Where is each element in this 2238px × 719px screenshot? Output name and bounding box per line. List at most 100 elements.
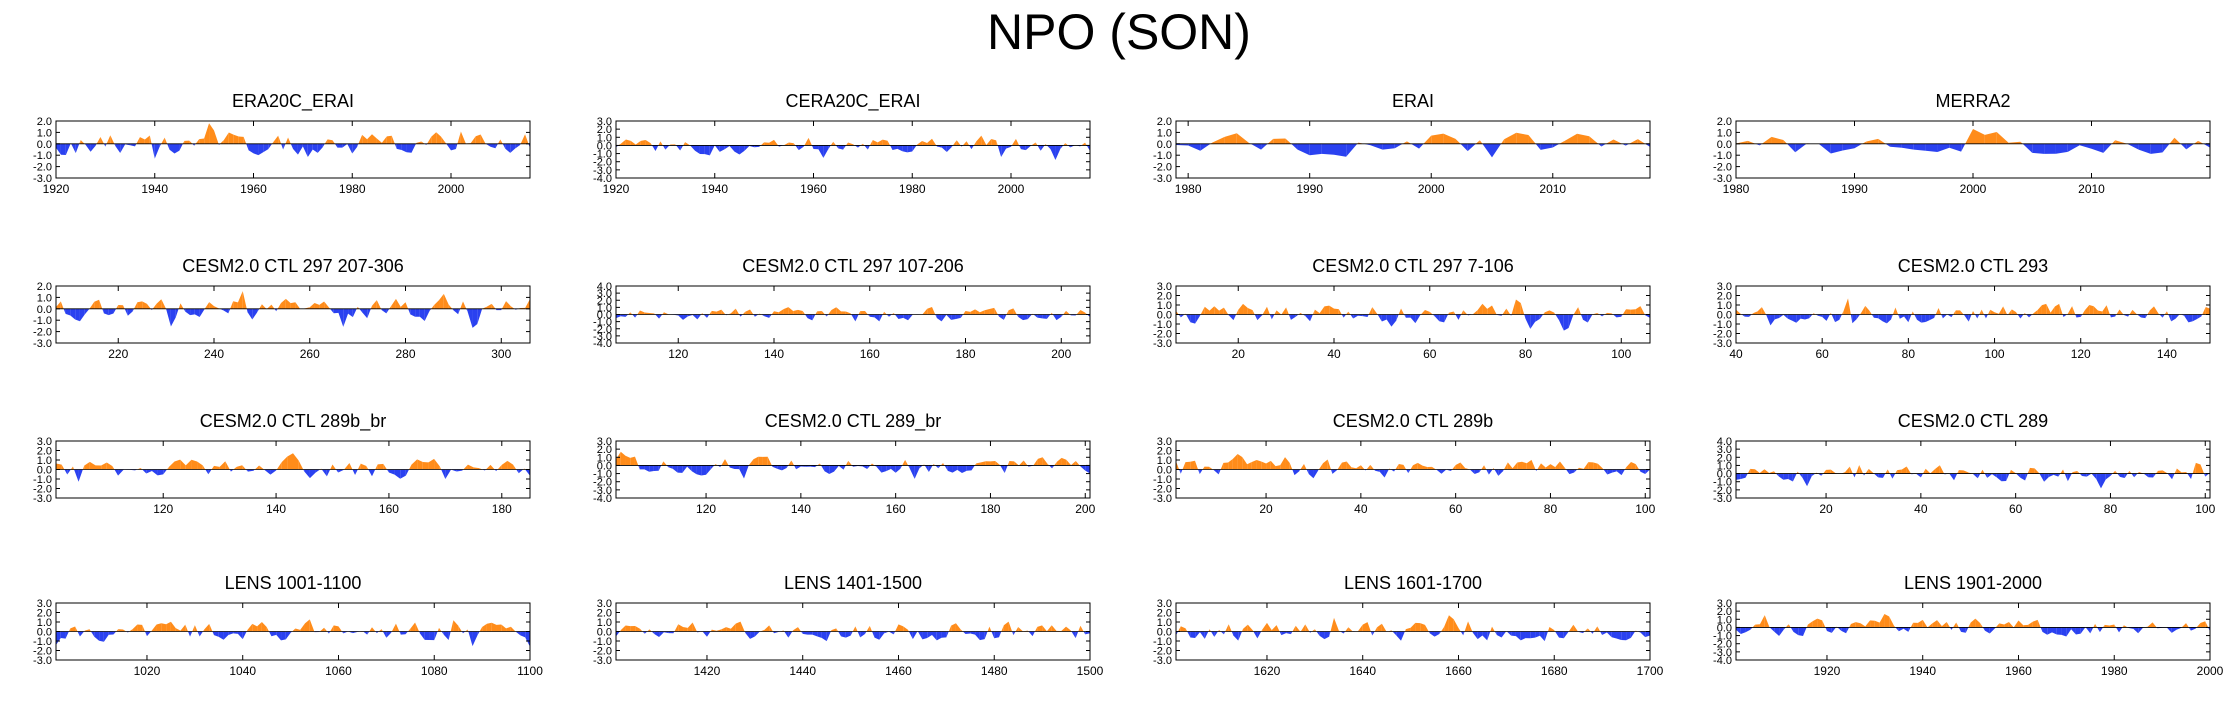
negative-area (1645, 469, 1650, 475)
negative-area (1033, 314, 1038, 318)
positive-area (95, 465, 102, 470)
positive-area (292, 628, 296, 632)
positive-area (2008, 141, 2021, 144)
negative-area (1982, 627, 1985, 631)
positive-area (1994, 312, 1999, 315)
negative-area (434, 631, 438, 641)
negative-area (769, 314, 772, 318)
positive-area (616, 451, 621, 466)
negative-area (60, 631, 66, 639)
negative-area (2127, 143, 2139, 150)
positive-area (2018, 620, 2024, 628)
negative-area (838, 465, 844, 470)
positive-area (630, 456, 635, 466)
positive-area (750, 309, 754, 315)
negative-area (65, 308, 71, 316)
negative-area (1798, 627, 1804, 636)
negative-area (2171, 314, 2176, 322)
positive-area (362, 134, 368, 144)
negative-area (703, 314, 707, 318)
positive-area (1939, 465, 1945, 474)
panel-cesm-289-br: CESM2.0 CTL 289_br 3.0 2.0 1.0 0.0 -1.0 -2.0 -3… (593, 411, 1170, 553)
negative-area (886, 465, 891, 472)
positive-area (1511, 299, 1516, 315)
positive-area (1223, 462, 1229, 470)
negative-area (1818, 143, 1831, 154)
negative-area (1792, 473, 1797, 482)
x-tick-label: 2000 (1960, 182, 1987, 196)
negative-area (1850, 314, 1853, 324)
positive-area (869, 139, 873, 146)
positive-area (2119, 309, 2124, 315)
negative-area (1016, 314, 1019, 317)
negative-area (1793, 627, 1799, 636)
negative-area (2053, 473, 2059, 477)
negative-area (1524, 314, 1526, 319)
positive-area (278, 135, 282, 144)
positive-area (1783, 140, 1788, 144)
negative-area (971, 145, 974, 150)
y-tick-label: 0.0 (1157, 627, 1172, 639)
negative-area (396, 143, 402, 150)
negative-area (1257, 314, 1263, 321)
positive-area (324, 301, 329, 309)
positive-area (898, 624, 904, 632)
negative-area (749, 145, 755, 148)
positive-area (1970, 618, 1976, 628)
negative-area (276, 631, 282, 641)
positive-area (168, 461, 175, 470)
negative-area (405, 469, 410, 476)
x-tick-label: 40 (1729, 347, 1743, 361)
negative-area (1341, 314, 1344, 318)
negative-area (1382, 143, 1395, 150)
negative-area (388, 469, 395, 475)
positive-area (491, 622, 497, 632)
negative-area (1346, 143, 1358, 157)
x-tick-label: 1440 (789, 664, 816, 678)
positive-area (650, 143, 653, 146)
positive-area (841, 311, 846, 315)
negative-area (2166, 627, 2172, 633)
positive-area (1346, 461, 1352, 470)
negative-area (2176, 627, 2182, 630)
panel-title: ERAI (1391, 91, 1434, 111)
positive-area (2029, 467, 2035, 474)
negative-area (936, 314, 942, 322)
y-tick-label: 2.0 (1717, 606, 1732, 618)
positive-area (762, 456, 768, 466)
positive-area (1604, 312, 1607, 315)
positive-area (1001, 625, 1004, 632)
negative-area (1370, 631, 1373, 636)
negative-area (917, 631, 923, 640)
panel-cesm-289: CESM2.0 CTL 289 4.0 3.0 2.0 1.0 0.0 -1.0 -2.0 -3… (1713, 411, 2238, 553)
panel-title: CESM2.0 CTL 289 (1897, 411, 2049, 431)
positive-area (1314, 309, 1320, 315)
positive-area (1085, 312, 1088, 315)
negative-area (649, 465, 654, 472)
negative-area (1291, 143, 1298, 150)
negative-area (2171, 627, 2177, 633)
positive-area (1848, 298, 1851, 315)
positive-area (1338, 309, 1342, 315)
positive-area (1351, 467, 1357, 470)
positive-area (439, 293, 444, 309)
positive-area (833, 141, 836, 146)
positive-area (1370, 464, 1375, 470)
positive-area (1019, 460, 1024, 466)
positive-area (2013, 620, 2019, 628)
positive-area (220, 140, 224, 144)
negative-area (1052, 465, 1055, 469)
positive-area (164, 137, 168, 144)
positive-area (2176, 468, 2182, 474)
negative-area (862, 465, 868, 469)
positive-area (372, 134, 377, 144)
positive-area (1479, 140, 1483, 144)
negative-area (367, 631, 370, 635)
y-tick-label: -1.0 (33, 150, 52, 162)
negative-area (1612, 469, 1617, 473)
x-tick-label: 180 (492, 502, 512, 516)
positive-area (475, 134, 481, 144)
positive-area (267, 304, 272, 309)
negative-area (163, 469, 167, 475)
negative-area (477, 308, 483, 325)
